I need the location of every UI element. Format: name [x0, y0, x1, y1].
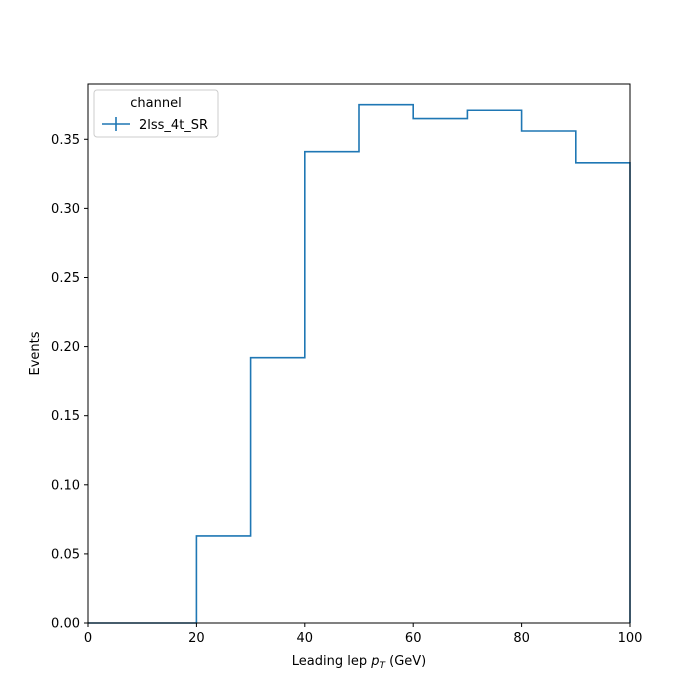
- plot-area: [88, 103, 631, 624]
- y-axis-ticks: 0.00 0.05 0.10 0.15 0.20 0.25 0.30 0.35: [51, 133, 88, 632]
- legend: channel 2lss_4t_SR: [93, 89, 219, 138]
- y-axis-label: Events: [28, 331, 43, 375]
- y-tick-label: 0.15: [51, 409, 80, 424]
- x-tick-label: 0: [84, 631, 92, 646]
- x-tick-label: 20: [188, 631, 205, 646]
- legend-box: [93, 89, 219, 138]
- y-tick-label: 0.30: [51, 202, 80, 217]
- x-axis-ticks: 0 20 40 60 80 100: [84, 623, 643, 646]
- y-tick-label: 0.05: [51, 547, 80, 562]
- x-tick-label: 100: [618, 631, 643, 646]
- x-axis-label: Leading lep pT (GeV): [292, 654, 426, 671]
- legend-series-label: 2lss_4t_SR: [139, 118, 208, 133]
- axes-frame: [87, 83, 631, 624]
- y-tick-label: 0.00: [51, 617, 80, 632]
- legend-title: channel: [130, 96, 181, 111]
- y-tick-label: 0.35: [51, 133, 80, 148]
- x-tick-label: 60: [405, 631, 422, 646]
- y-tick-label: 0.25: [51, 271, 80, 286]
- y-tick-label: 0.10: [51, 478, 80, 493]
- x-tick-label: 80: [513, 631, 530, 646]
- y-tick-label: 0.20: [51, 340, 80, 355]
- series-step-line: [88, 103, 631, 624]
- x-tick-label: 40: [297, 631, 314, 646]
- legend-series-marker: [102, 117, 130, 131]
